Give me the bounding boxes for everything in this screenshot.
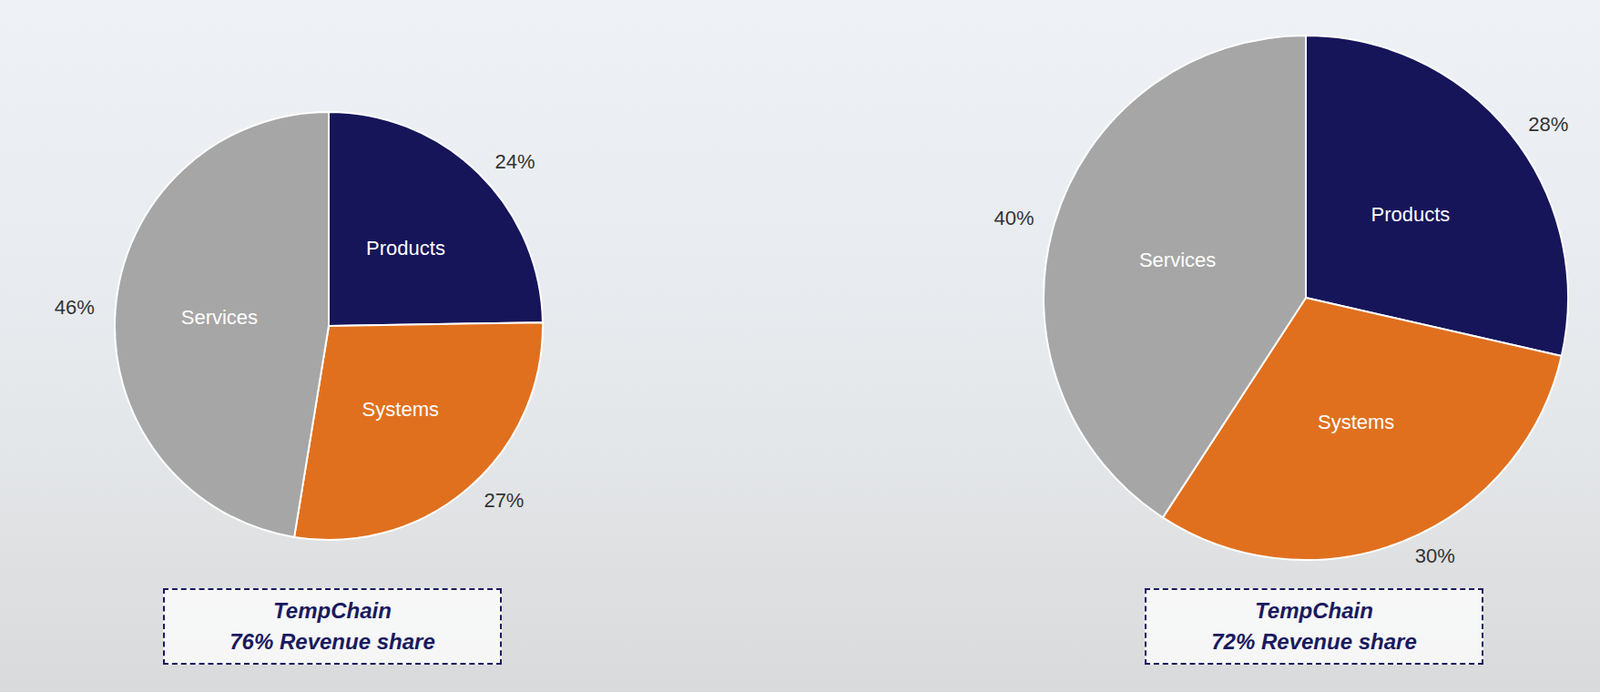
svg-text:46%: 46%	[54, 295, 95, 319]
svg-text:Products: Products	[366, 236, 446, 260]
html-text:TempChain: TempChain	[1254, 598, 1374, 623]
svg-text:24%: 24%	[494, 150, 535, 174]
svg-text:Services: Services	[181, 305, 258, 329]
svg-text:30%: 30%	[1415, 544, 1456, 568]
html-text:TempChain: TempChain	[273, 598, 392, 623]
svg-text:Systems: Systems	[362, 397, 439, 421]
html-text:72% Revenue share: 72% Revenue share	[1211, 629, 1417, 654]
html-text:76% Revenue share: 76% Revenue share	[229, 629, 436, 654]
svg-text:Products: Products	[1371, 203, 1451, 226]
svg-text:27%: 27%	[483, 489, 524, 512]
svg-text:Services: Services	[1139, 248, 1216, 272]
svg-text:28%: 28%	[1528, 112, 1569, 136]
svg-text:40%: 40%	[994, 206, 1035, 230]
svg-text:Systems: Systems	[1317, 410, 1395, 434]
